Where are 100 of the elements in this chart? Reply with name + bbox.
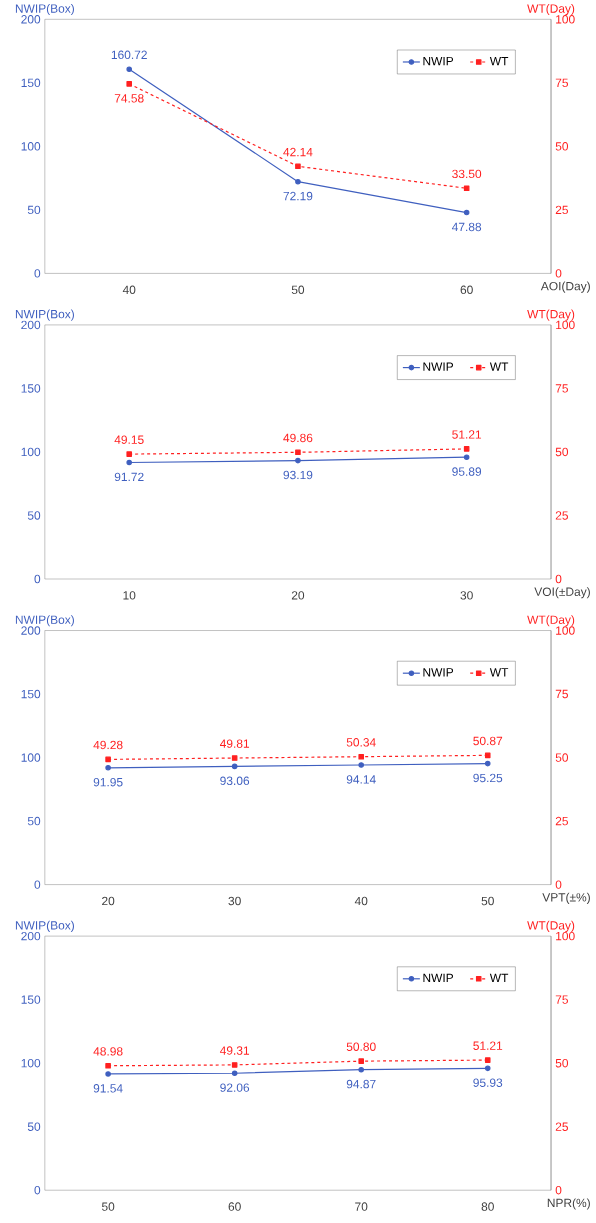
data-label: 74.58 [114,94,144,103]
data-label: 94.87 [346,1079,376,1089]
y2-tick-label: 100 [556,15,575,24]
legend-label: NWIP [423,362,454,371]
point [126,66,133,73]
y-tick-label: 200 [21,626,41,635]
data-label: 49.31 [220,1046,250,1055]
data-label: 72.19 [283,191,313,201]
data-label: 94.14 [346,775,376,784]
y-tick-label: 200 [21,931,41,941]
y-tick-label: 0 [34,574,41,584]
legend-label: NWIP [423,56,454,66]
x-tick-label: 60 [460,285,473,295]
y-axis-title: NWIP(Box) [15,309,75,321]
y2-tick-label: 75 [555,384,569,393]
legend-label: NWIP [423,668,454,677]
data-label: 33.50 [452,169,482,179]
y-tick-label: 150 [21,78,41,88]
data-label: 91.54 [93,1084,123,1093]
y-tick-label: 50 [27,1122,41,1131]
x-axis-title: AOI(Day) [540,281,590,293]
y-tick-label: 100 [21,1058,41,1068]
y-tick-label: 150 [21,995,41,1004]
data-label: 49.15 [114,435,144,444]
data-label: 50.34 [346,738,376,747]
y2-tick-label: 50 [555,753,569,762]
data-label: 95.25 [473,773,503,783]
y2-axis-title: WT(Day) [527,615,575,627]
y-axis-title: NWIP(Box) [15,920,75,932]
y-tick-label: 100 [21,447,41,457]
y2-axis-title: WT(Day) [527,920,575,932]
x-axis-title: VPT(±%) [542,892,590,904]
x-tick-label: 10 [123,591,136,600]
data-label: 49.81 [220,739,250,748]
y-tick-label: 100 [21,753,41,762]
y2-tick-label: 0 [555,880,562,889]
x-tick-label: 50 [481,896,494,906]
x-tick-label: 50 [102,1202,115,1211]
y2-axis-title: WT(Day) [527,3,575,16]
point [463,209,470,216]
y-tick-label: 0 [34,1185,41,1195]
data-label: 49.28 [93,740,123,750]
x-tick-label: 20 [102,896,115,906]
y2-tick-label: 100 [556,626,575,635]
data-label: 92.06 [220,1083,250,1092]
data-label: 95.89 [452,467,482,476]
y-tick-label: 200 [21,15,41,24]
x-tick-label: 60 [228,1202,241,1211]
y2-tick-label: 50 [555,447,569,457]
y2-tick-label: 75 [555,995,569,1004]
y-tick-label: 100 [21,142,41,151]
y2-tick-label: 100 [556,320,575,330]
data-label: 49.86 [283,433,313,443]
y-tick-label: 50 [27,511,41,520]
data-label: 160.72 [111,50,147,60]
point [295,163,301,170]
point [126,81,133,87]
y2-tick-label: 25 [555,511,569,520]
data-label: 51.21 [452,430,482,439]
y-tick-label: 150 [21,689,41,699]
y-axis-title: NWIP(Box) [15,3,75,16]
y2-tick-label: 25 [555,205,569,215]
data-label: 95.93 [473,1078,503,1087]
y-tick-label: 150 [21,384,41,393]
y2-tick-label: 0 [555,1185,562,1195]
y-tick-label: 200 [21,320,41,330]
x-tick-label: 50 [291,285,305,295]
data-label: 48.98 [93,1047,123,1056]
data-label: 91.95 [93,777,123,787]
y2-tick-label: 75 [555,78,569,87]
data-label: 91.72 [114,472,144,482]
data-label: 93.06 [220,776,250,785]
x-tick-label: 40 [354,896,368,906]
legend-label: WT [489,56,509,66]
x-tick-label: 80 [481,1202,494,1211]
y2-tick-label: 25 [555,816,569,826]
x-tick-label: 30 [228,896,241,906]
legend-label: NWIP [423,973,454,983]
data-label: 42.14 [283,147,313,157]
point [295,178,301,185]
y-tick-label: 0 [34,269,41,278]
data-label: 51.21 [473,1041,503,1050]
data-label: 93.19 [283,470,313,480]
x-tick-label: 20 [291,591,305,600]
data-label: 50.80 [346,1042,376,1051]
data-label: 50.87 [473,736,503,746]
point [463,185,470,192]
legend-label: WT [489,362,509,371]
x-tick-label: 40 [122,285,136,295]
y2-tick-label: 75 [555,689,569,699]
y-axis-title: NWIP(Box) [15,615,75,627]
y2-axis-title: WT(Day) [527,309,575,321]
x-tick-label: 70 [355,1202,368,1211]
x-tick-label: 30 [460,591,473,600]
data-label: 47.88 [452,222,482,232]
y-tick-label: 0 [34,880,41,889]
x-axis-title: NPR(%) [547,1198,590,1210]
y-tick-label: 50 [27,205,41,215]
y2-tick-label: 0 [555,574,562,584]
y2-tick-label: 50 [555,142,569,151]
